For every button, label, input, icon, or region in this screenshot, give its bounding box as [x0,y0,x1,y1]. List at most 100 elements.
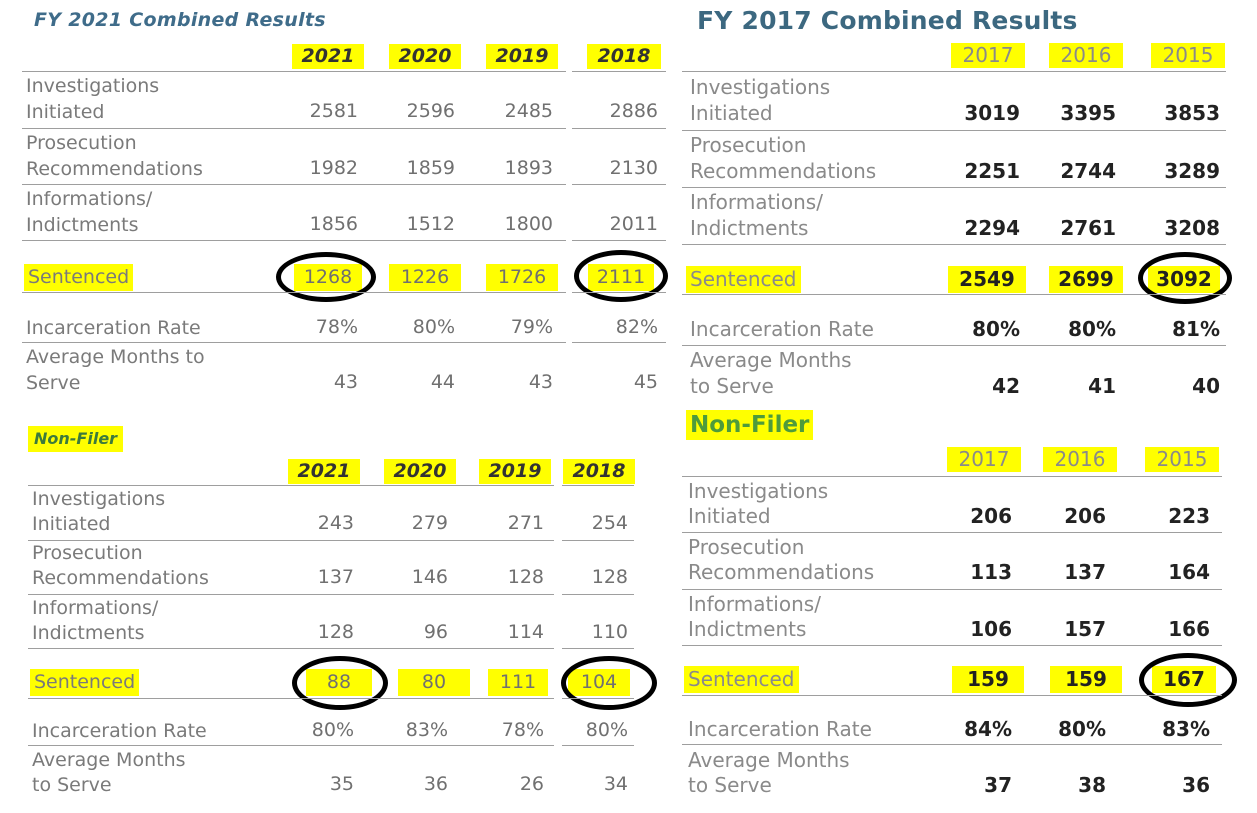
table-cell: 2761 [1060,216,1116,240]
table-cell: 1859 [406,157,455,179]
table-cell: 42 [992,374,1020,398]
row-divider [572,71,666,72]
row-divider [22,71,566,72]
row-divider [572,128,666,129]
table-cell: 206 [970,504,1012,528]
row-label: Incarceration Rate [690,317,874,341]
left-year-header: 2020 [389,44,461,69]
table-cell: 2130 [609,157,658,179]
row-divider [28,648,554,649]
sentenced-label: Sentenced [24,264,134,291]
row-label: Prosecution [690,133,807,157]
row-label: Initiated [32,513,111,535]
row-label: Recommendations [32,567,209,589]
table-cell: 80% [972,317,1020,341]
table-cell: 83% [405,719,448,741]
row-label: Prosecution [26,132,137,154]
left-nonfiler-year-header: 2021 [288,459,360,484]
row-divider [28,594,554,595]
table-cell: 106 [970,617,1012,641]
table-cell: 36 [1182,773,1210,797]
row-label: Incarceration Rate [32,720,207,742]
table-cell: 254 [591,512,628,534]
table-cell: 164 [1168,560,1210,584]
row-divider [572,292,666,293]
sentenced-label: Sentenced [686,266,801,293]
table-cell: 159 [952,666,1024,693]
table-cell: 80% [1068,317,1116,341]
table-cell: 1512 [406,213,455,235]
row-divider [572,184,666,185]
row-divider [562,745,634,746]
table-cell: 80% [412,316,455,338]
row-label: Informations/ [688,592,821,616]
row-divider [28,485,554,486]
table-cell: 84% [964,717,1012,741]
row-label: to Serve [32,774,112,796]
row-divider [22,342,566,343]
table-cell: 2581 [309,100,358,122]
row-divider [682,345,1226,346]
row-label: Average Months [688,748,850,772]
right-year-header: 2015 [1151,43,1225,68]
row-label: Investigations [690,75,831,99]
row-label: Average Months to [26,346,205,368]
table-cell: 166 [1168,617,1210,641]
table-cell: 243 [317,512,354,534]
table-cell: 2549 [948,266,1026,293]
table-cell: 41 [1088,374,1116,398]
left-year-header: 2018 [587,44,661,69]
table-cell: 128 [591,566,628,588]
row-label: Indictments [688,617,807,641]
table-cell: 3395 [1060,101,1116,125]
left-title: FY 2021 Combined Results [34,9,326,31]
table-cell: 159 [1050,666,1122,693]
row-label: Prosecution [688,535,805,559]
left-year-header: 2019 [486,44,558,69]
row-divider [28,698,554,699]
highlight-circle [276,252,376,302]
row-label: Informations/ [26,188,153,210]
table-cell: 40 [1192,374,1220,398]
row-label: Informations/ [32,597,159,619]
table-cell: 43 [528,371,553,393]
table-cell: 78% [501,719,544,741]
table-cell: 1893 [504,157,553,179]
table-cell: 3289 [1164,159,1220,183]
table-cell: 3019 [964,101,1020,125]
table-cell: 113 [970,560,1012,584]
row-divider [562,540,634,541]
row-label: Initiated [688,504,771,528]
sentenced-label: Sentenced [684,666,799,693]
table-cell: 80% [311,719,354,741]
row-divider [682,187,1226,188]
table-cell: 1800 [504,213,553,235]
right-nonfiler-year-header: 2016 [1043,447,1117,472]
table-cell: 26 [519,773,544,795]
right-nonfiler-year-header: 2017 [947,447,1021,472]
row-label: Indictments [690,216,809,240]
row-label: Serve [26,372,81,394]
row-label: Prosecution [32,542,143,564]
table-cell: 1982 [309,157,358,179]
table-cell: 78% [315,316,358,338]
row-divider [682,130,1226,131]
row-label: Informations/ [690,190,823,214]
row-label: Incarceration Rate [688,717,872,741]
sentenced-label: Sentenced [30,669,140,696]
table-cell: 79% [510,316,553,338]
table-cell: 2294 [964,216,1020,240]
left-nonfiler-year-header: 2019 [479,459,551,484]
row-label: Investigations [688,479,829,503]
right-year-header: 2017 [951,43,1025,68]
row-divider [562,594,634,595]
table-cell: 1226 [389,264,461,291]
row-label: Indictments [32,622,145,644]
row-divider [28,745,554,746]
row-label: Initiated [690,101,773,125]
right-nonfiler-title: Non-Filer [686,410,814,440]
row-label: to Serve [690,374,774,398]
row-divider [28,540,554,541]
row-divider [682,645,1222,646]
table-cell: 34 [603,773,628,795]
